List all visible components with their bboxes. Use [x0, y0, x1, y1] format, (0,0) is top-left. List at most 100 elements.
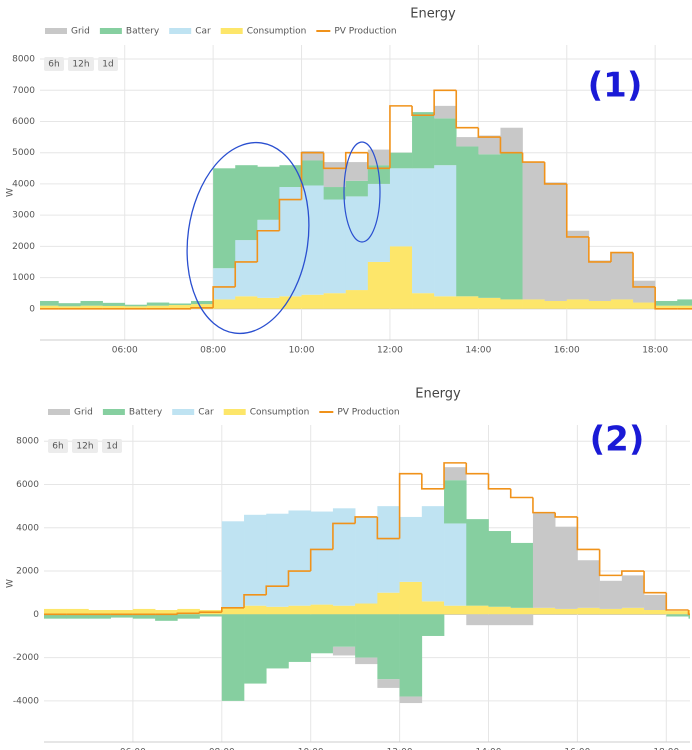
bar-segment — [345, 196, 369, 291]
x-tick-label: 06:00 — [120, 748, 146, 750]
pv-step — [300, 151, 324, 200]
bar-segment — [444, 467, 467, 481]
pv-step — [287, 570, 311, 587]
legend-label[interactable]: Grid — [74, 408, 93, 418]
bar-segment — [199, 614, 223, 617]
bar-segment — [58, 306, 81, 309]
chart-title: Energy — [410, 7, 456, 22]
legend-label[interactable]: Battery — [129, 408, 163, 418]
legend-swatch — [169, 28, 192, 34]
pv-step — [443, 462, 467, 489]
range-button[interactable] — [44, 57, 64, 71]
bar-segment — [44, 614, 67, 619]
range-button-label[interactable]: 1d — [106, 442, 117, 452]
bar-segment — [434, 105, 457, 119]
bar-segment — [332, 646, 356, 656]
bar-segment — [599, 608, 623, 615]
bar-layer — [40, 89, 692, 704]
range-button-label[interactable]: 12h — [72, 60, 89, 70]
pv-step — [499, 137, 523, 154]
bar-segment — [566, 299, 590, 309]
bar-segment — [555, 608, 578, 615]
pv-step — [687, 610, 690, 616]
legend-label[interactable]: Battery — [126, 27, 160, 37]
bar-segment — [677, 299, 692, 306]
y-tick-label: -2000 — [13, 653, 39, 663]
legend-label[interactable]: Grid — [71, 27, 90, 37]
range-button-label[interactable]: 1d — [102, 60, 113, 70]
text-layer: Energy Grid Battery Car Consumption PV Produc… — [6, 7, 680, 750]
legend-swatch — [48, 409, 70, 415]
pv-step — [532, 497, 556, 514]
bar-segment — [323, 187, 347, 200]
bar-segment — [221, 521, 245, 608]
legend-label[interactable]: Car — [195, 27, 211, 37]
bar-segment — [644, 610, 667, 615]
pv-step — [487, 473, 511, 490]
bar-segment — [456, 296, 479, 309]
bar-segment — [478, 154, 501, 298]
bar-segment — [102, 305, 126, 309]
bar-segment — [466, 605, 489, 615]
range-button-label[interactable]: 12h — [76, 442, 93, 452]
legend-label[interactable]: Consumption — [247, 27, 307, 37]
y-tick-label: 5000 — [12, 148, 35, 158]
plot-area — [44, 462, 690, 704]
pv-step — [243, 594, 267, 608]
bar-segment — [389, 168, 413, 247]
bar-segment — [466, 519, 489, 606]
annotation: (2) — [590, 420, 645, 460]
pv-step — [212, 286, 236, 308]
pv-step — [643, 571, 667, 594]
range-button[interactable] — [48, 439, 68, 453]
bar-segment — [102, 302, 126, 306]
bar-segment — [279, 296, 302, 309]
range-button[interactable] — [72, 439, 98, 453]
x-tick-label: 08:00 — [209, 748, 235, 750]
bar-segment — [124, 304, 148, 307]
bar-segment — [434, 165, 457, 297]
pv-step — [576, 516, 600, 551]
bar-segment — [633, 302, 656, 309]
bar-segment — [355, 657, 378, 665]
bar-segment — [655, 305, 678, 309]
bar-segment — [688, 614, 690, 619]
legend-label[interactable]: PV Production — [337, 408, 399, 418]
range-button[interactable] — [68, 57, 94, 71]
bar-segment — [132, 608, 156, 615]
legend-label[interactable]: Consumption — [250, 408, 310, 418]
range-button[interactable] — [98, 57, 118, 71]
bar-segment — [266, 614, 289, 669]
bar-segment — [213, 268, 236, 300]
bar-segment — [377, 592, 400, 615]
x-tick-label: 18:00 — [642, 346, 668, 356]
bar-segment — [345, 180, 369, 197]
bar-segment — [332, 508, 356, 606]
bar-segment — [44, 608, 67, 615]
y-tick-label: 4000 — [16, 523, 39, 533]
bar-segment — [399, 614, 423, 697]
bar-segment — [412, 168, 435, 294]
y-tick-label: 7000 — [12, 86, 35, 96]
bar-segment — [191, 304, 214, 309]
bar-segment — [666, 614, 689, 617]
bar-segment — [355, 516, 378, 604]
bar-segment — [213, 299, 236, 309]
range-button[interactable] — [102, 439, 122, 453]
legend-label[interactable]: PV Production — [334, 27, 396, 37]
range-button-label[interactable]: 6h — [52, 442, 63, 452]
range-button-label[interactable]: 6h — [48, 60, 59, 70]
bar-segment — [421, 506, 445, 602]
annotation: (1) — [588, 66, 643, 106]
legend-label[interactable]: Car — [198, 408, 214, 418]
pv-step — [509, 488, 533, 499]
bar-segment — [310, 604, 334, 615]
pv-step — [344, 151, 368, 169]
bar-segment — [58, 303, 81, 307]
bar-segment — [488, 531, 512, 607]
bar-segment — [301, 294, 324, 309]
bar-segment — [345, 162, 369, 181]
bar-segment — [235, 296, 258, 309]
y-tick-label: 4000 — [12, 179, 35, 189]
pv-step — [654, 286, 678, 310]
